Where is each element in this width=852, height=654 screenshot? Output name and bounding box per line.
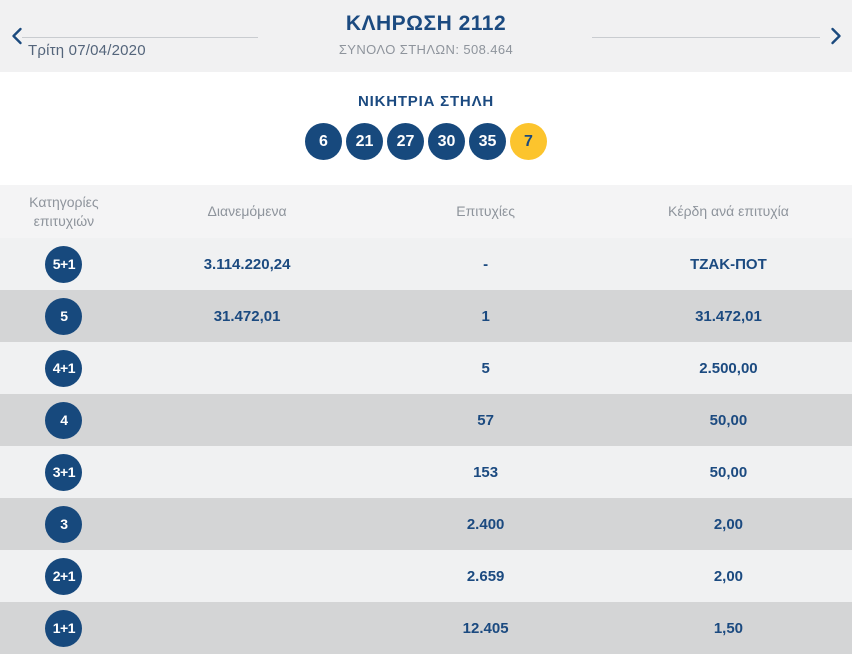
total-columns-label: ΣΥΝΟΛΟ ΣΤΗΛΩΝ: 508.464 (338, 42, 514, 57)
prize-value: 1,50 (713, 619, 744, 637)
category-badge: 4+1 (45, 349, 83, 387)
joker-number-ball: 7 (510, 123, 547, 160)
column-header-category: Κατηγορίες επιτυχιών (29, 193, 99, 229)
prize-value: 50,00 (709, 411, 748, 429)
draw-navigation-bar: Τρίτη 07/04/2020 ΚΛΗΡΩΣΗ 2112 ΣΥΝΟΛΟ ΣΤΗ… (0, 0, 852, 72)
category-badge: 5+1 (45, 245, 83, 283)
winning-number-ball: 21 (346, 123, 383, 160)
distributed-value: 3.114.220,24 (203, 255, 291, 273)
prize-value: 2,00 (713, 515, 744, 533)
distributed-value (128, 394, 367, 446)
category-badge: 2+1 (45, 557, 83, 595)
column-header-winners: Επιτυχίες (456, 203, 515, 220)
category-badge: 1+1 (45, 609, 83, 647)
distributed-value (128, 446, 367, 498)
winners-value: 1 (481, 307, 490, 325)
prize-value: 50,00 (709, 463, 748, 481)
winning-number-ball: 27 (387, 123, 424, 160)
category-badge: 5 (45, 297, 83, 335)
distributed-value: 31.472,01 (213, 307, 281, 325)
prize-value: 2,00 (713, 567, 744, 585)
distributed-value (128, 550, 367, 602)
table-row: 4+1 5 2.500,00 (0, 342, 852, 394)
next-draw-button[interactable] (825, 26, 847, 48)
prize-table-header: Κατηγορίες επιτυχιών Διανεμόμενα Επιτυχί… (0, 185, 852, 238)
distributed-value (128, 342, 367, 394)
table-row: 3+1 153 50,00 (0, 446, 852, 498)
draw-heading: ΚΛΗΡΩΣΗ 2112 ΣΥΝΟΛΟ ΣΤΗΛΩΝ: 508.464 (0, 12, 852, 57)
prize-value: 31.472,01 (695, 307, 762, 325)
table-row: 1+1 12.405 1,50 (0, 602, 852, 654)
prize-table: Κατηγορίες επιτυχιών Διανεμόμενα Επιτυχί… (0, 185, 852, 654)
prize-value: 2.500,00 (699, 359, 758, 377)
table-row: 2+1 2.659 2,00 (0, 550, 852, 602)
winners-value: 2.659 (466, 567, 505, 585)
winning-column-title: ΝΙΚΗΤΡΙΑ ΣΤΗΛΗ (357, 93, 495, 110)
category-badge: 4 (45, 401, 83, 439)
winners-value: - (483, 255, 489, 273)
previous-draw-button[interactable] (5, 26, 27, 48)
table-row: 3 2.400 2,00 (0, 498, 852, 550)
winners-value: 153 (473, 463, 499, 481)
winning-numbers: 6 21 27 30 35 7 (0, 123, 852, 160)
left-divider-line (22, 37, 258, 38)
table-row: 5 31.472,01 1 31.472,01 (0, 290, 852, 342)
winners-value: 5 (481, 359, 490, 377)
prize-value: ΤΖΑΚ-ΠΟΤ (690, 255, 767, 273)
table-row: 5+1 3.114.220,24 - ΤΖΑΚ-ΠΟΤ (0, 238, 852, 290)
chevron-left-icon (10, 27, 23, 48)
winners-value: 57 (477, 411, 494, 429)
winning-number-ball: 35 (469, 123, 506, 160)
table-row: 4 57 50,00 (0, 394, 852, 446)
winning-number-ball: 30 (428, 123, 465, 160)
chevron-right-icon (830, 27, 843, 48)
winners-value: 12.405 (462, 619, 509, 637)
winning-column-section: ΝΙΚΗΤΡΙΑ ΣΤΗΛΗ 6 21 27 30 35 7 (0, 72, 852, 185)
winning-number-ball: 6 (305, 123, 342, 160)
column-header-distributed: Διανεμόμενα (207, 203, 287, 220)
draw-date: Τρίτη 07/04/2020 (28, 42, 146, 59)
winners-value: 2.400 (466, 515, 505, 533)
distributed-value (128, 602, 367, 654)
right-divider-line (592, 37, 820, 38)
category-badge: 3+1 (45, 453, 83, 491)
column-header-prize: Κέρδη ανά επιτυχία (668, 203, 789, 220)
category-badge: 3 (45, 505, 83, 543)
draw-title: ΚΛΗΡΩΣΗ 2112 (345, 12, 507, 35)
distributed-value (128, 498, 367, 550)
